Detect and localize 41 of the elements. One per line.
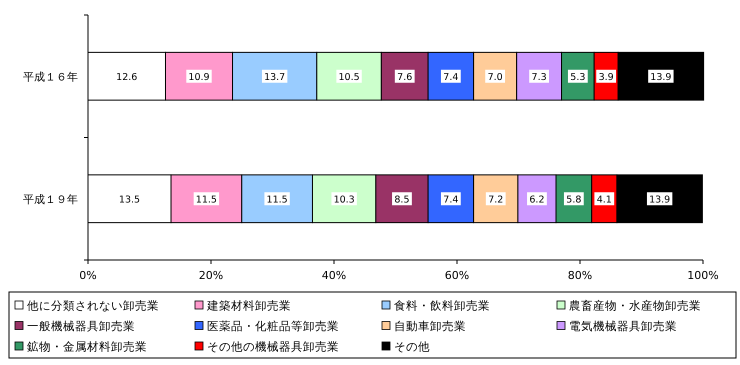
x-tick-label: 100% [687,269,719,282]
data-label: 11.5 [196,194,217,206]
legend-label: その他の機械器具卸売業 [207,340,339,354]
legend-label: 食料・飲料卸売業 [394,298,490,312]
data-label: 5.3 [570,72,586,83]
data-label: 11.5 [266,194,288,206]
data-label: 10.3 [334,194,355,206]
legend-label: 電気機械器具卸売業 [569,319,677,333]
data-label: 12.6 [116,72,138,83]
data-label: 8.5 [394,194,410,206]
data-label: 6.2 [529,194,545,206]
x-tick-label: 20% [198,269,224,282]
data-label: 10.9 [188,72,210,83]
legend-label: 医薬品・化粧品等卸売業 [207,319,339,333]
data-label: 7.4 [443,72,458,83]
x-tick-label: 80% [568,269,592,282]
data-label: 13.5 [118,194,140,206]
data-label: 13.9 [649,194,670,206]
x-tick-label: 60% [444,269,470,282]
legend-label: 自動車卸売業 [394,319,466,333]
legend-label: 鉱物・金属材料卸売業 [27,340,147,354]
y-tick-label: 平成１９年 [23,192,78,206]
data-label: 3.9 [598,72,614,83]
legend-label: 他に分類されない卸売業 [27,298,159,312]
legend-label: 一般機械器具卸売業 [27,319,135,333]
legend-label: その他 [394,340,430,354]
data-label: 7.4 [443,194,458,206]
data-label: 7.2 [488,194,504,206]
x-tick-label: 40% [322,269,346,282]
data-label: 10.5 [338,72,360,83]
data-label: 4.1 [596,194,612,206]
data-label: 13.7 [264,72,286,83]
data-label: 13.9 [650,72,672,83]
legend-label: 建築材料卸売業 [206,298,291,312]
legend-label: 農畜産物・水産物卸売業 [569,298,701,312]
data-label: 7.6 [397,72,412,83]
data-label: 5.8 [566,194,582,206]
y-tick-label: 平成１６年 [23,70,78,84]
x-tick-label: 0% [79,269,97,282]
data-label: 7.0 [488,72,503,83]
data-label: 7.3 [532,72,547,83]
